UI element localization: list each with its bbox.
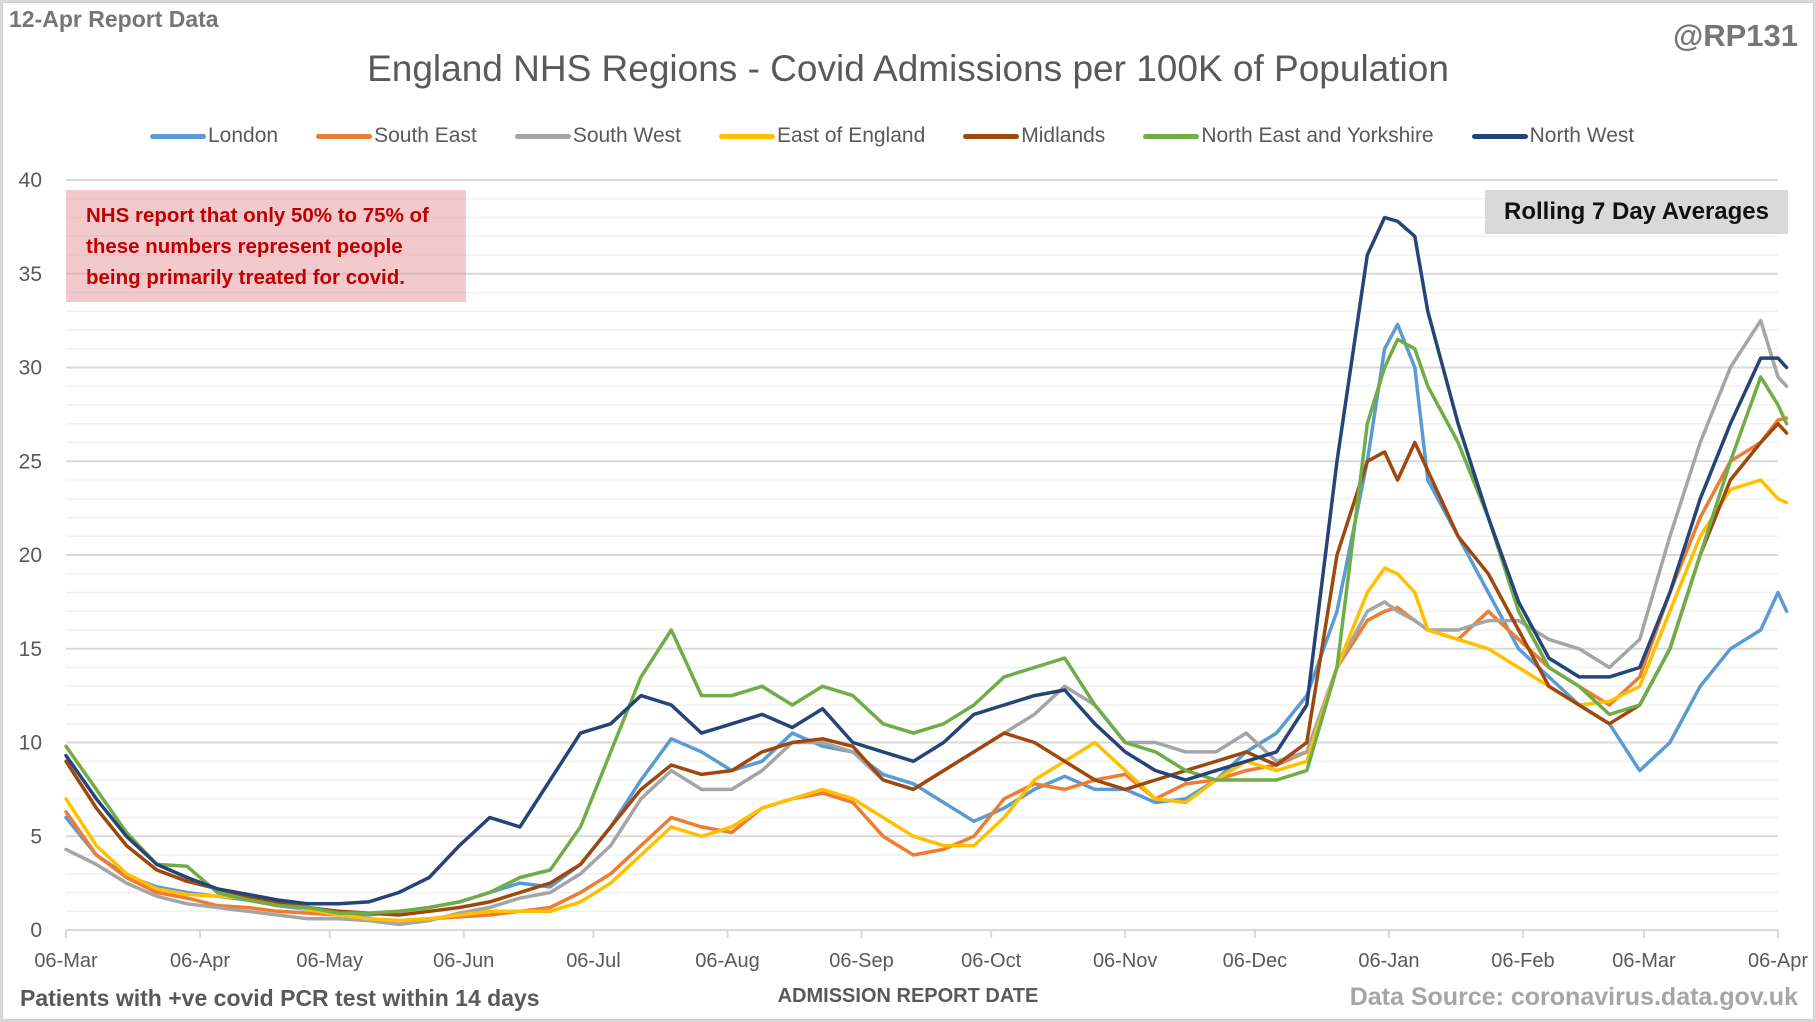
legend-item-south-east: South East	[316, 124, 477, 148]
report-date-label: 12-Apr Report Data	[9, 6, 219, 32]
footnote-pcr: Patients with +ve covid PCR test within …	[20, 985, 540, 1011]
caveat-line-2: these numbers represent people	[86, 235, 403, 258]
x-tick-label: 06-Mar	[1612, 950, 1676, 972]
x-tick-label: 06-Apr	[1748, 950, 1808, 972]
author-handle: @RP131	[1672, 18, 1798, 53]
series-lines	[64, 215, 1789, 927]
legend-label: East of England	[776, 124, 926, 147]
legend-swatch	[718, 133, 775, 139]
x-tick-label: 06-Jul	[566, 950, 620, 972]
y-tick-label: 25	[19, 450, 42, 473]
series-line-london	[64, 322, 1789, 917]
x-tick-label: 06-Aug	[695, 950, 760, 972]
series-line-east-of-england	[64, 478, 1789, 923]
legend-swatch	[963, 133, 1020, 139]
x-tick-label: 06-Jan	[1358, 950, 1419, 972]
y-tick-label: 40	[19, 169, 42, 192]
series-line-south-east	[64, 416, 1789, 923]
legend: London South East South West East of Englan…	[150, 124, 1672, 148]
legend-item-london: London	[150, 124, 278, 148]
series-line-north-east-and-yorkshire	[64, 337, 1789, 915]
legend-swatch	[150, 133, 206, 139]
legend-item-north-east-and-yorkshire: North East and Yorkshire	[1143, 124, 1434, 148]
y-tick-label: 35	[19, 263, 42, 286]
x-tick-label: 06-Apr	[170, 950, 230, 972]
legend-item-south-west: South West	[514, 124, 681, 148]
y-tick-label: 20	[19, 544, 42, 567]
y-tick-label: 10	[19, 732, 42, 755]
y-tick-label: 0	[30, 919, 42, 942]
y-axis-ticks: 0 5 10 15 20 25 30 35 40	[19, 169, 42, 942]
gridlines	[66, 179, 1778, 912]
series-line-north-west	[64, 215, 1789, 906]
y-tick-label: 5	[30, 825, 42, 848]
x-tick-label: 06-Feb	[1491, 950, 1554, 972]
caveat-note: NHS report that only 50% to 75% of these…	[66, 190, 466, 302]
legend-label: London	[208, 124, 279, 147]
caveat-line-3: being primarily treated for covid.	[86, 266, 405, 289]
legend-item-east-of-england: East of England	[718, 124, 926, 148]
x-tick-label: 06-Jun	[433, 950, 494, 972]
legend-item-north-west: North West	[1471, 124, 1635, 148]
x-tick-label: 06-May	[296, 950, 363, 972]
x-tick-label: 06-Nov	[1093, 950, 1157, 972]
legend-swatch	[1471, 133, 1528, 139]
rolling-average-badge: Rolling 7 Day Averages	[1485, 190, 1788, 234]
legend-label: North East and Yorkshire	[1201, 124, 1434, 147]
legend-label: Midlands	[1021, 124, 1106, 147]
x-tick-label: 06-Dec	[1223, 950, 1287, 972]
data-source: Data Source: coronavirus.data.gov.uk	[1349, 983, 1798, 1011]
legend-label: North West	[1529, 124, 1635, 147]
y-tick-label: 15	[19, 638, 42, 661]
legend-label: South East	[374, 124, 477, 147]
legend-label: South West	[572, 124, 681, 147]
x-axis-title: ADMISSION REPORT DATE	[777, 985, 1039, 1007]
x-tick-label: 06-Sep	[829, 950, 894, 972]
y-tick-label: 30	[19, 357, 42, 380]
x-axis: 06-Mar 06-Apr 06-May 06-Jun 06-Jul 06-Aug 06-S…	[34, 929, 1808, 972]
legend-swatch	[316, 133, 373, 139]
legend-swatch	[1143, 133, 1200, 139]
caveat-line-1: NHS report that only 50% to 75% of	[86, 204, 429, 227]
x-tick-label: 06-Mar	[34, 950, 98, 972]
chart-title: England NHS Regions - Covid Admissions p…	[367, 48, 1449, 89]
x-tick-label: 06-Oct	[961, 950, 1021, 972]
legend-item-midlands: Midlands	[963, 124, 1105, 148]
legend-swatch	[514, 133, 571, 139]
